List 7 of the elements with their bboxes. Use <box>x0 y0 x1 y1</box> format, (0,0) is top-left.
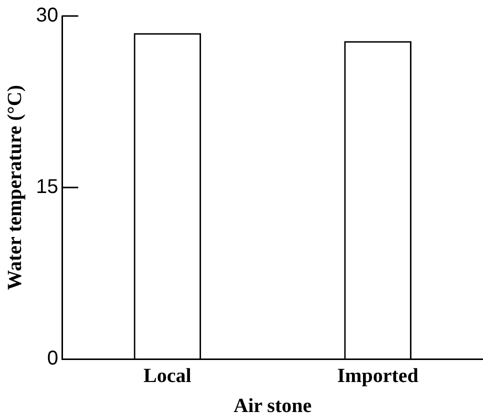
y-tick-label: 15 <box>36 176 58 198</box>
y-tick-label: 0 <box>47 348 58 370</box>
x-tick-label: Local <box>144 365 192 388</box>
x-tick-label: Imported <box>337 365 418 388</box>
x-axis-title: Air stone <box>234 395 312 418</box>
y-axis-title: Water temperature (°C) <box>4 85 26 290</box>
y-tick-label: 30 <box>36 4 58 27</box>
